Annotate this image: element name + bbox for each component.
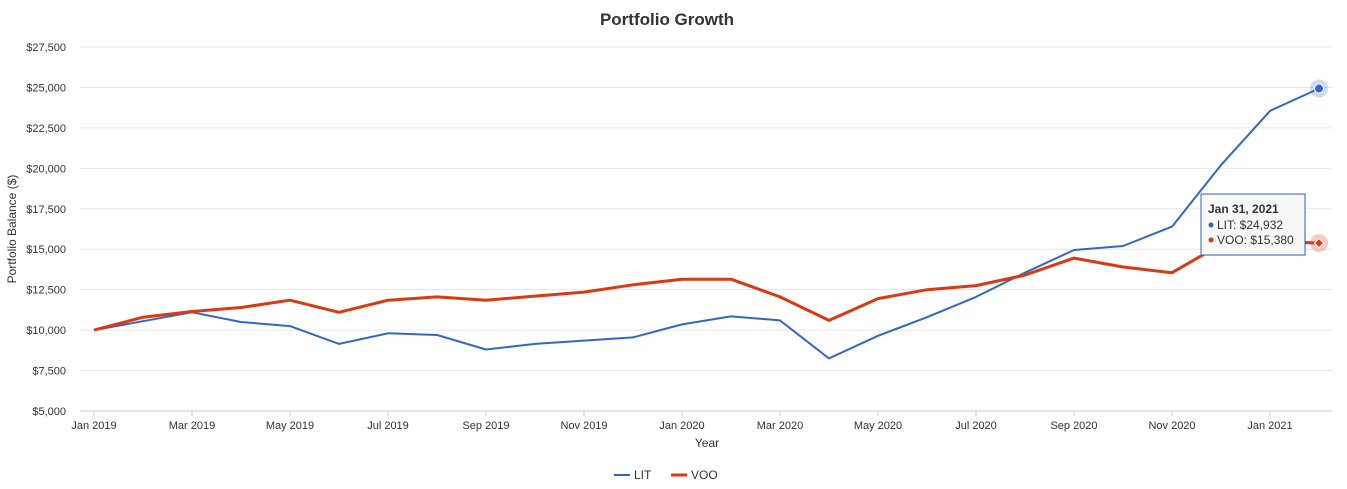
y-tick-label: $20,000: [26, 163, 66, 175]
x-tick-label: Jul 2019: [367, 420, 409, 432]
series-lines: [93, 87, 1320, 360]
x-tick-label: Jan 2020: [659, 420, 704, 432]
x-tick-label: Sep 2019: [462, 420, 509, 432]
tooltip-line-voo: VOO: $15,380: [1217, 233, 1294, 247]
x-tick-label: Sep 2020: [1050, 420, 1097, 432]
legend: LIT VOO: [614, 468, 718, 482]
x-tick-label: Jul 2020: [955, 420, 997, 432]
y-tick-label: $17,500: [26, 204, 66, 216]
gridlines: [80, 46, 1332, 412]
x-tick-label: Jan 2021: [1247, 420, 1292, 432]
chart-title: Portfolio Growth: [600, 10, 734, 29]
y-tick-label: $12,500: [26, 285, 66, 297]
tooltip-title: Jan 31, 2021: [1208, 202, 1279, 216]
hover-point-voo: [1313, 237, 1325, 249]
series-line-voo: [93, 239, 1320, 332]
y-tick-label: $5,000: [32, 406, 66, 418]
x-tick-label: May 2020: [854, 420, 902, 432]
x-tick-label: May 2019: [266, 420, 314, 432]
y-tick-label: $27,500: [26, 42, 66, 54]
y-axis-title: Portfolio Balance ($): [5, 175, 19, 284]
hover-point-lit: [1314, 83, 1324, 94]
legend-label-voo: VOO: [691, 468, 718, 482]
y-axis-ticks: $5,000 $7,500 $10,000 $12,500 $15,000 $17,500…: [26, 42, 66, 418]
x-tick-label: Jan 2019: [71, 420, 116, 432]
x-tick-label: Mar 2019: [169, 420, 215, 432]
tooltip-box: [1200, 193, 1306, 256]
y-tick-label: $15,000: [26, 244, 66, 256]
y-tick-label: $25,000: [26, 82, 66, 94]
tooltip-dot-lit: [1208, 222, 1214, 228]
tooltip-line-lit: LIT: $24,932: [1217, 218, 1283, 232]
x-tick-label: Nov 2019: [560, 420, 607, 432]
x-tick-label: Mar 2020: [757, 420, 803, 432]
legend-label-lit: LIT: [634, 468, 652, 482]
x-axis-ticks: Jan 2019 Mar 2019 May 2019 Jul 2019 Sep 2019…: [71, 411, 1293, 432]
x-tick-label: Nov 2020: [1148, 420, 1195, 432]
x-axis-title: Year: [695, 436, 719, 450]
y-tick-label: $7,500: [32, 366, 66, 378]
y-tick-label: $10,000: [26, 325, 66, 337]
tooltip-dot-voo: [1208, 237, 1214, 243]
y-tick-label: $22,500: [26, 123, 66, 135]
series-line-lit: [93, 87, 1320, 360]
